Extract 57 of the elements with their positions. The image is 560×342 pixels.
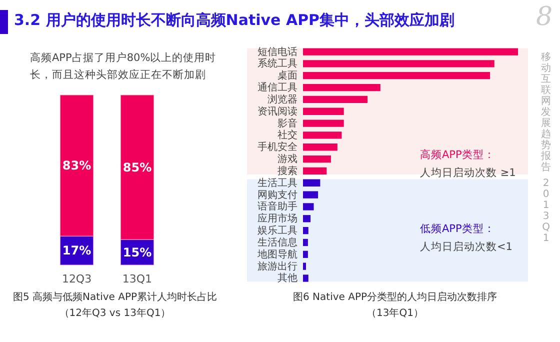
bar (303, 203, 314, 210)
bar (303, 179, 320, 186)
data-label: 17% (62, 244, 92, 258)
bar (303, 250, 308, 258)
band-label: 低频APP类型： (420, 222, 495, 236)
text: （13年Q1） (366, 307, 424, 320)
text: 移动互联网发展趋势报告 2013Q1 (541, 52, 551, 244)
y-tick-label: 桌面 (278, 70, 298, 82)
y-tick-label: 应用市场 (258, 212, 298, 225)
y-tick-label: 生活工具 (258, 176, 298, 189)
bar (303, 274, 308, 282)
y-tick-label: 影音 (278, 117, 298, 130)
y-tick-label: 游戏 (278, 153, 298, 166)
y-tick-label: 资讯阅读 (258, 105, 298, 118)
y-tick-label: 网购支付 (258, 188, 298, 201)
bar (303, 132, 342, 139)
y-tick-label: 短信电话 (258, 46, 298, 58)
y-tick-label: 语音助手 (258, 200, 298, 213)
y-tick-label: 地图导航 (256, 248, 298, 260)
data-label: 85% (122, 160, 152, 174)
caption: 图6 Native APP分类型的人均日启动次数排序 (292, 290, 498, 304)
bar (303, 60, 494, 68)
band-label: 高频APP类型： (420, 148, 495, 162)
bar (303, 120, 344, 127)
x-tick-label: 12Q3 (62, 272, 92, 286)
bar (303, 226, 308, 234)
y-tick-label: 娱乐工具 (258, 224, 298, 237)
bar (303, 215, 311, 222)
y-tick-label: 搜索 (278, 164, 298, 177)
text: 3.2 用户的使用时长不断向高频Native APP集中，头部效应加剧 (14, 11, 455, 30)
bar (303, 144, 338, 151)
bar (303, 108, 344, 115)
y-tick-label: 系统工具 (258, 58, 298, 70)
y-tick-label: 手机安全 (258, 141, 298, 154)
y-tick-label: 旅游出行 (258, 260, 298, 272)
bar (303, 191, 318, 198)
y-tick-label: 社交 (278, 129, 298, 142)
annotation: 人均日启动次数<1 (420, 240, 512, 254)
chart-subtitle: 高频APP占据了用户80%以上的使用时长，而且这种头部效应正在不断加剧 (30, 51, 218, 83)
bar (303, 262, 306, 270)
data-label: 83% (62, 158, 92, 173)
annotation: 人均日启动次数 ≥1 (420, 166, 516, 180)
bar (303, 167, 327, 175)
text: （12年Q3 vs 13年Q1） (58, 307, 172, 320)
y-tick-label: 生活信息 (258, 236, 298, 248)
x-tick-label: 13Q1 (122, 272, 152, 286)
bar (303, 96, 368, 104)
bar (303, 155, 331, 163)
y-tick-label: 其他 (278, 272, 298, 284)
bar (303, 84, 380, 92)
y-tick-label: 浏览器 (268, 93, 298, 106)
caption: 图5 高频与低频Native APP累计人均时长占比 (12, 290, 218, 304)
bar (303, 72, 490, 80)
bar (303, 48, 518, 56)
bar (303, 238, 308, 246)
y-tick-label: 通信工具 (258, 82, 298, 94)
data-label: 15% (122, 245, 152, 260)
